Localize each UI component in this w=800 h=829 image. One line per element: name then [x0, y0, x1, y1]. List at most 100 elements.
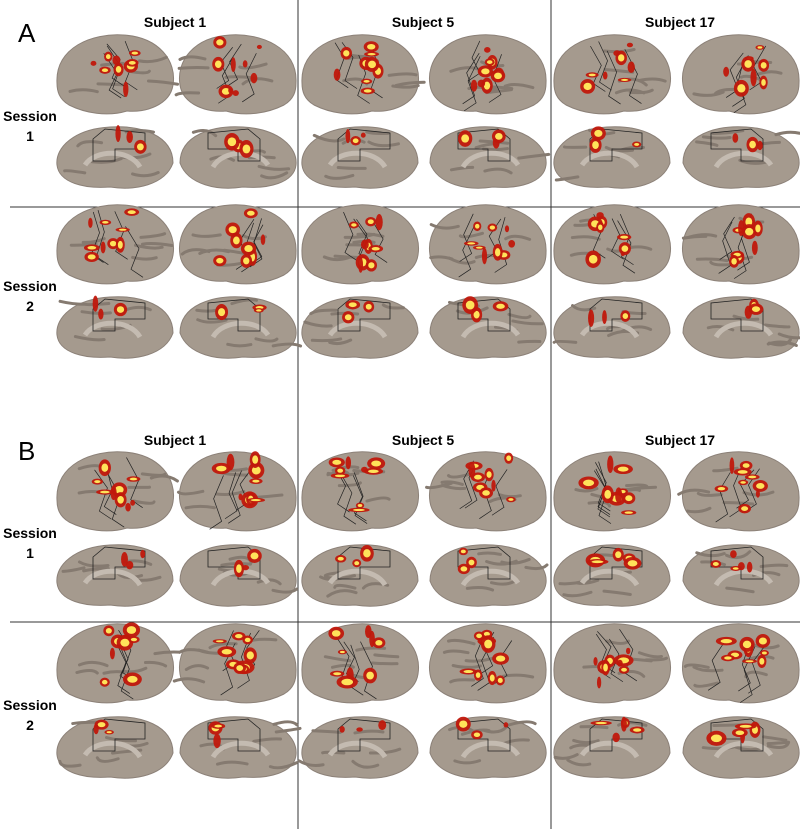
activation-core — [489, 225, 496, 230]
activation-blob — [744, 305, 753, 319]
sulcus — [449, 66, 480, 73]
activation-core — [256, 309, 262, 312]
sulcus — [224, 75, 255, 80]
sulcus — [178, 55, 207, 61]
roi-outline — [606, 50, 621, 105]
sulcus — [356, 232, 385, 238]
sulcus — [677, 488, 711, 496]
sulcus — [442, 649, 470, 655]
corpus-callosum — [327, 568, 388, 587]
medial-brain — [429, 716, 547, 779]
lateral-brain — [425, 451, 547, 532]
activation-blob — [596, 212, 604, 219]
activation-core — [475, 246, 483, 249]
activation-core — [117, 240, 123, 249]
activation-core — [761, 79, 766, 86]
activation-blob — [260, 234, 266, 246]
sulcus — [489, 579, 517, 586]
sulcus — [140, 242, 174, 248]
sulcus — [485, 559, 518, 566]
activation-core — [757, 46, 763, 49]
activation-blob — [125, 560, 134, 570]
activation-core — [495, 655, 506, 662]
sulcus — [215, 760, 249, 766]
sulcus — [254, 337, 279, 343]
activation-blob — [470, 79, 478, 92]
sulcus — [110, 748, 143, 755]
activation-blob — [626, 42, 634, 48]
activation-core — [474, 474, 482, 480]
activation-blob — [504, 225, 510, 233]
subject-label: Subject 5 — [392, 432, 454, 448]
lateral-brain — [428, 623, 547, 704]
activation-core — [735, 730, 745, 735]
sulcus — [336, 165, 367, 170]
activation-core — [367, 52, 376, 56]
activation-blob — [92, 295, 99, 312]
sulcus — [123, 666, 148, 674]
sulcus — [725, 586, 755, 594]
activation-core — [331, 630, 341, 637]
activation-core — [333, 672, 342, 676]
activation-blob — [378, 720, 387, 731]
activation-core — [367, 219, 374, 225]
sulcus — [766, 740, 790, 746]
corpus-callosum — [82, 150, 143, 169]
sulcus — [68, 88, 99, 94]
activation-blob — [596, 676, 602, 689]
activation-core — [737, 84, 746, 93]
sulcus — [105, 736, 138, 743]
sulcus — [579, 725, 609, 730]
sulcus — [692, 665, 724, 673]
roi-outline — [106, 45, 125, 98]
activation-core — [486, 471, 492, 478]
medial-brain — [301, 126, 419, 189]
sulcus — [367, 140, 400, 148]
sulcus — [637, 77, 667, 83]
medial-brain — [179, 716, 302, 779]
sulcus — [458, 231, 484, 239]
activation-core — [252, 455, 259, 464]
activation-core — [126, 626, 137, 634]
activation-core — [621, 667, 627, 672]
roi-outline — [457, 718, 511, 752]
activation-core — [482, 490, 490, 496]
sulcus — [230, 298, 258, 306]
activation-blob — [477, 79, 486, 88]
sulcus — [693, 681, 719, 688]
activation-core — [94, 480, 101, 484]
session-label: 1 — [26, 545, 34, 561]
sulcus — [575, 578, 600, 585]
activation-core — [368, 469, 379, 474]
activation-core — [742, 463, 750, 468]
activation-blob — [250, 72, 258, 84]
activation-core — [216, 257, 224, 264]
sulcus — [774, 130, 800, 137]
sulcus — [238, 62, 268, 70]
activation-core — [724, 656, 732, 660]
sulcus — [483, 167, 513, 175]
activation-blob — [732, 133, 739, 143]
sulcus — [191, 233, 222, 238]
activation-core — [461, 134, 470, 143]
activation-core — [594, 129, 603, 137]
medial-brain — [682, 544, 800, 607]
sulcus — [695, 140, 719, 147]
sulcus — [76, 140, 104, 148]
activation-core — [351, 223, 357, 227]
sulcus — [566, 758, 592, 767]
sulcus — [78, 660, 109, 668]
sulcus — [215, 490, 246, 496]
activation-core — [250, 552, 259, 560]
subject-label: Subject 5 — [392, 14, 454, 30]
cortex-surface — [56, 623, 175, 704]
activation-core — [465, 300, 475, 310]
sulcus — [82, 567, 110, 573]
sulcus — [701, 135, 732, 140]
medial-brain — [682, 126, 800, 189]
activation-blob — [241, 564, 250, 571]
sulcus — [511, 319, 544, 326]
medial-brain — [553, 716, 671, 779]
roi-outline — [216, 47, 233, 89]
lateral-brain — [301, 34, 426, 115]
